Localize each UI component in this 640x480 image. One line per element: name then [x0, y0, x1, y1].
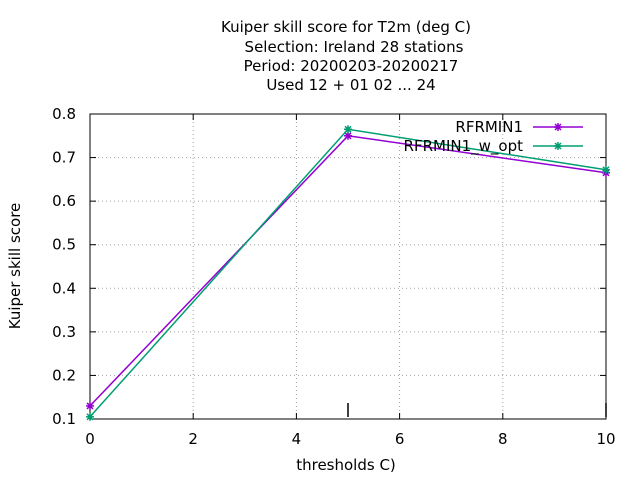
series-point: [344, 125, 352, 134]
series-point: [554, 142, 562, 150]
y-tick-label: 0.3: [52, 323, 76, 341]
y-tick-label: 0.1: [52, 410, 76, 428]
title-line-4: Used 12 + 01 02 ... 24: [266, 76, 435, 94]
y-tick-label: 0.4: [52, 279, 76, 297]
title-line-2: Selection: Ireland 28 stations: [245, 38, 464, 56]
legend-label: RFRMIN1: [455, 118, 523, 136]
y-tick-label: 0.2: [52, 366, 76, 384]
title-line-3: Period: 20200203-20200217: [244, 57, 459, 75]
series-point: [554, 123, 562, 131]
grid: [90, 114, 606, 419]
series-line: [89, 135, 607, 407]
series-point: [602, 165, 610, 174]
x-axis-label: thresholds C): [296, 456, 396, 474]
y-tick-label: 0.5: [52, 236, 76, 254]
axis-ticks: [89, 113, 607, 420]
y-axis-label: Kuiper skill score: [6, 203, 24, 330]
point-dot: [345, 133, 351, 138]
x-tick-label: 8: [498, 430, 508, 448]
series-lines: [86, 125, 610, 421]
point-dot: [87, 403, 93, 409]
point-dot: [345, 127, 351, 132]
series-line: [89, 128, 607, 418]
x-tick-label: 10: [596, 430, 615, 448]
threshold-markers: [347, 403, 607, 417]
y-tick-label: 0.7: [52, 149, 76, 167]
series-point: [86, 401, 94, 410]
point-dot: [87, 414, 93, 420]
point-dot: [555, 124, 561, 130]
x-tick-label: 6: [395, 430, 405, 448]
y-tick-label: 0.6: [52, 192, 76, 210]
point-dot: [603, 167, 609, 172]
y-tick-labels: 0.1 0.2 0.3 0.4 0.5 0.6 0.7 0.8: [52, 105, 76, 428]
legend-label: RFRMIN1_w_opt: [404, 137, 524, 156]
series-point: [86, 412, 94, 421]
title-line-1: Kuiper skill score for T2m (deg C): [221, 18, 471, 36]
x-tick-label: 4: [292, 430, 302, 448]
y-tick-label: 0.8: [52, 105, 76, 123]
chart-title: Kuiper skill score for T2m (deg C) Selec…: [221, 18, 471, 94]
x-tick-label: 2: [188, 430, 198, 448]
point-dot: [555, 143, 561, 149]
plot-border: [89, 113, 607, 420]
x-tick-label: 0: [85, 430, 95, 448]
x-tick-labels: 0 2 4 6 8 10: [85, 430, 615, 448]
